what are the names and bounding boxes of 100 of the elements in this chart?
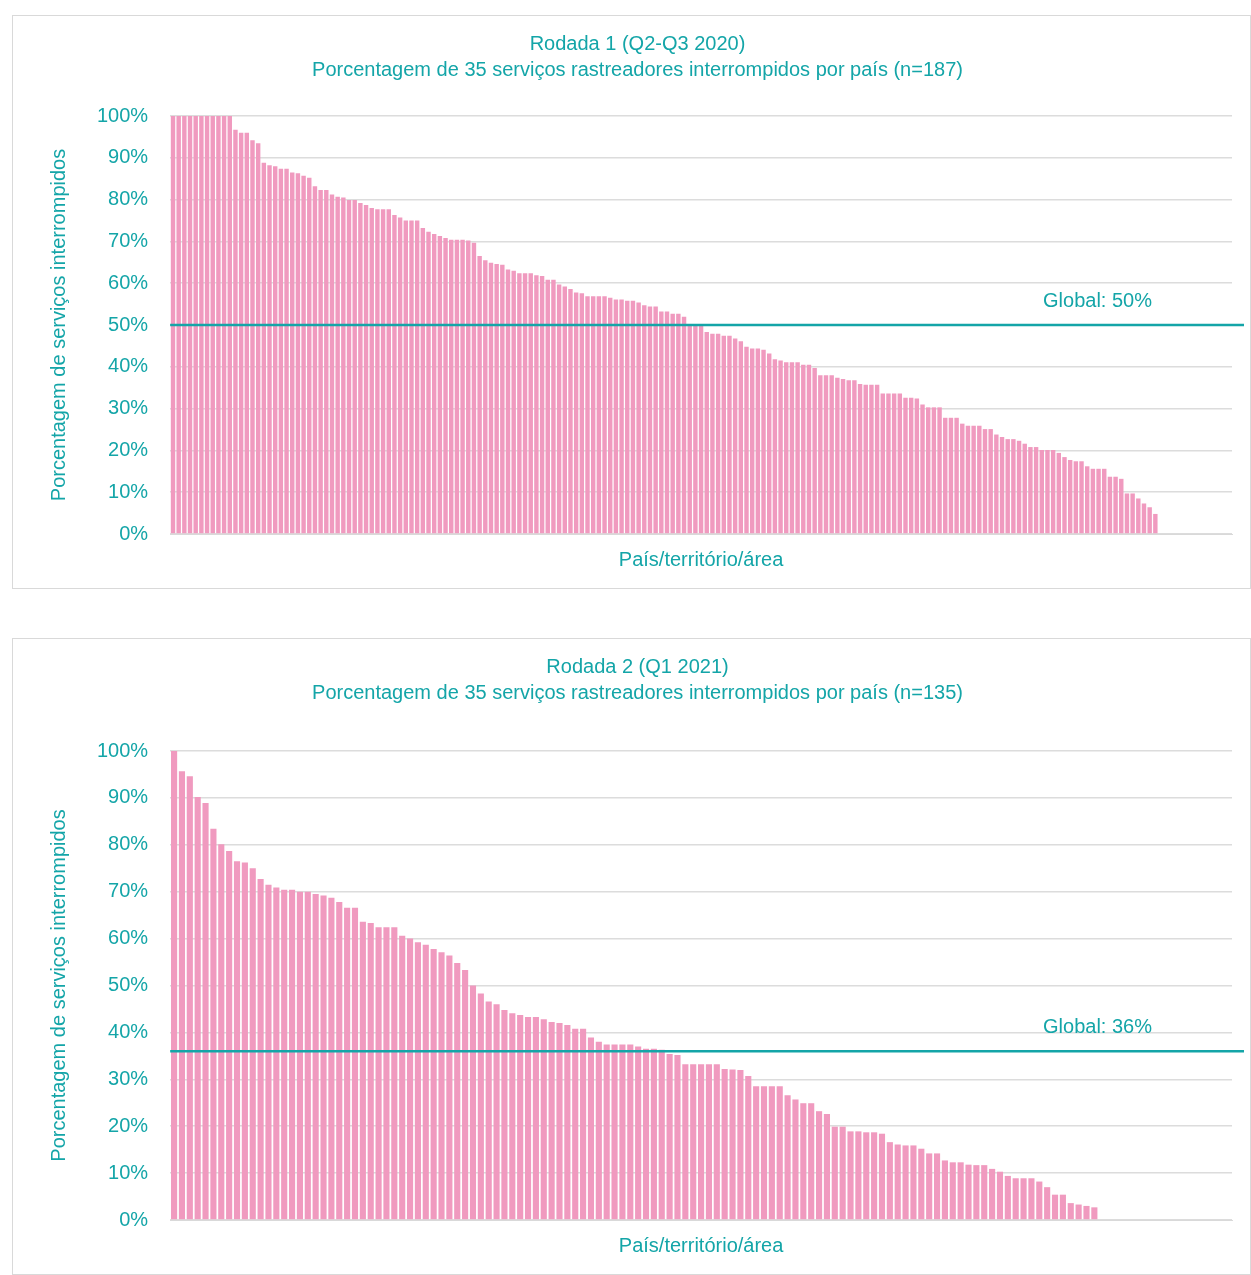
ref-line-label: Global: 50% bbox=[1043, 288, 1153, 311]
y-tick-label: 90% bbox=[108, 145, 149, 168]
bar bbox=[635, 1046, 642, 1220]
y-tick-label: 30% bbox=[108, 1066, 149, 1089]
y-tick-label: 70% bbox=[108, 228, 149, 251]
bar bbox=[289, 889, 296, 1220]
x-axis-title: País/território/área bbox=[618, 547, 785, 570]
y-tick-label: 70% bbox=[108, 879, 149, 902]
bar bbox=[1044, 1187, 1051, 1220]
y-tick-label: 60% bbox=[108, 926, 149, 949]
bar bbox=[524, 1016, 532, 1220]
y-tick-label: 0% bbox=[119, 1207, 149, 1230]
bar bbox=[344, 907, 351, 1220]
bar bbox=[241, 862, 248, 1220]
bar bbox=[941, 1160, 948, 1220]
bar bbox=[462, 970, 469, 1220]
y-tick-label: 20% bbox=[108, 1113, 149, 1136]
bar bbox=[359, 921, 366, 1220]
bar bbox=[414, 942, 421, 1220]
bar bbox=[296, 891, 303, 1220]
bar bbox=[218, 844, 225, 1220]
y-tick-label: 80% bbox=[108, 832, 149, 855]
bar bbox=[926, 1153, 933, 1220]
bar bbox=[281, 889, 288, 1220]
bar bbox=[399, 935, 406, 1220]
bar bbox=[540, 1019, 547, 1220]
bar bbox=[776, 1086, 783, 1220]
bar bbox=[949, 1162, 956, 1220]
bar bbox=[658, 1049, 665, 1220]
bar bbox=[698, 1064, 705, 1220]
bar bbox=[713, 1064, 720, 1220]
bar bbox=[587, 1037, 595, 1220]
bar bbox=[831, 1126, 838, 1220]
bar bbox=[226, 850, 233, 1220]
y-tick-label: 80% bbox=[108, 187, 149, 210]
bar bbox=[485, 1001, 492, 1220]
bar bbox=[304, 891, 311, 1220]
bar bbox=[572, 1028, 579, 1220]
bar bbox=[1051, 1194, 1059, 1220]
y-tick-label: 30% bbox=[108, 396, 149, 419]
bar bbox=[886, 1142, 893, 1220]
bar bbox=[760, 1086, 768, 1220]
y-tick-label: 50% bbox=[108, 973, 149, 996]
bar bbox=[454, 962, 461, 1220]
bar bbox=[1036, 1181, 1043, 1220]
bar bbox=[878, 1133, 886, 1220]
bar bbox=[233, 861, 241, 1220]
y-tick-label: 10% bbox=[108, 479, 149, 502]
y-tick-label: 40% bbox=[108, 1019, 149, 1042]
y-tick-label: 100% bbox=[97, 103, 149, 126]
bar bbox=[815, 1111, 823, 1220]
bar bbox=[171, 751, 178, 1220]
bar bbox=[690, 1064, 697, 1220]
bar bbox=[989, 1168, 996, 1220]
y-tick-label: 40% bbox=[108, 354, 149, 377]
bar bbox=[705, 1064, 713, 1220]
bar bbox=[863, 1132, 870, 1220]
y-tick-label: 10% bbox=[108, 1160, 149, 1183]
bar bbox=[933, 1153, 941, 1220]
bar bbox=[1004, 1175, 1011, 1220]
bar bbox=[469, 985, 477, 1220]
y-tick-label: 0% bbox=[119, 521, 149, 544]
bar bbox=[406, 938, 414, 1220]
chart-subtitle: Porcentagem de 35 serviços rastreadores interrompidos por país (n=187) bbox=[312, 57, 963, 80]
bar bbox=[367, 923, 374, 1220]
y-tick-label: 60% bbox=[108, 270, 149, 293]
bar bbox=[745, 1076, 752, 1220]
bar bbox=[595, 1041, 602, 1220]
bar bbox=[1059, 1194, 1066, 1220]
bar bbox=[477, 993, 484, 1220]
bar bbox=[996, 1171, 1004, 1220]
bar bbox=[422, 944, 429, 1220]
bar bbox=[351, 907, 359, 1220]
y-tick-label: 20% bbox=[108, 437, 149, 460]
bar bbox=[1067, 1203, 1074, 1220]
bar bbox=[981, 1165, 988, 1220]
bar bbox=[336, 902, 343, 1220]
bar bbox=[823, 1114, 830, 1220]
y-axis-title: Porcentagem de serviços interrompidos bbox=[46, 148, 69, 502]
bar bbox=[249, 868, 256, 1220]
bar bbox=[894, 1144, 901, 1220]
chart-title: Rodada 1 (Q2-Q3 2020) bbox=[529, 31, 746, 54]
bar bbox=[808, 1103, 815, 1220]
x-axis-title: País/território/área bbox=[618, 1233, 785, 1256]
chart-title: Rodada 2 (Q1 2021) bbox=[546, 654, 729, 677]
chart-subtitle: Porcentagem de 35 serviços rastreadores interrompidos por país (n=135) bbox=[312, 680, 963, 703]
y-tick-label: 50% bbox=[108, 312, 149, 335]
ref-line-label: Global: 36% bbox=[1043, 1014, 1153, 1037]
y-tick-label: 90% bbox=[108, 785, 149, 808]
bar bbox=[650, 1048, 657, 1220]
bar bbox=[178, 771, 186, 1220]
y-tick-label: 100% bbox=[97, 738, 149, 761]
bar bbox=[768, 1086, 775, 1220]
bar bbox=[517, 1015, 524, 1220]
y-axis-title: Porcentagem de serviços interrompidos bbox=[46, 809, 69, 1162]
bar bbox=[580, 1028, 587, 1220]
bar bbox=[186, 776, 193, 1220]
bar bbox=[532, 1016, 539, 1220]
bar bbox=[642, 1048, 650, 1220]
bar bbox=[753, 1086, 760, 1220]
